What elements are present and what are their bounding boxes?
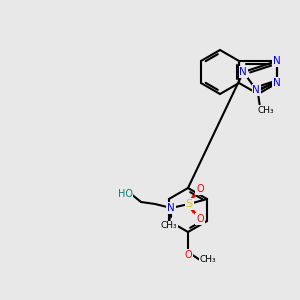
Text: N: N — [252, 85, 260, 95]
Text: N: N — [273, 56, 281, 66]
Text: S: S — [185, 199, 193, 209]
Text: N: N — [167, 203, 175, 213]
Text: HO: HO — [118, 189, 133, 199]
Text: N: N — [273, 78, 281, 88]
Text: CH₃: CH₃ — [258, 106, 274, 115]
Text: O: O — [196, 184, 204, 194]
Text: CH₃: CH₃ — [200, 256, 216, 265]
Text: N: N — [239, 67, 247, 77]
Text: O: O — [184, 250, 192, 260]
Text: CH₃: CH₃ — [161, 221, 177, 230]
Text: O: O — [196, 214, 204, 224]
